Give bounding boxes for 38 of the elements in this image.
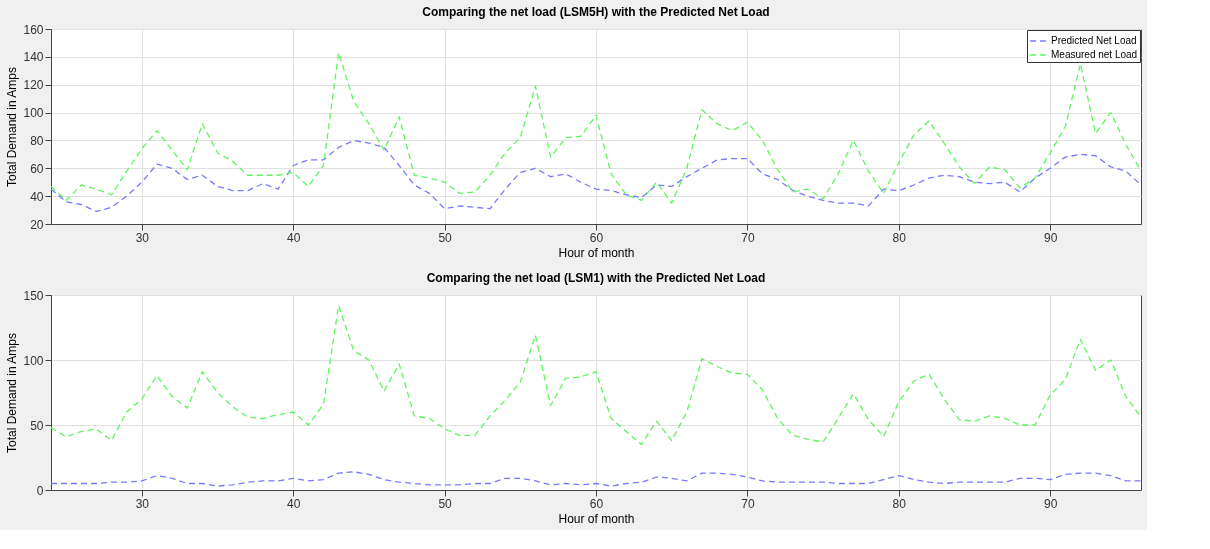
y-tick-label: 120 [23, 78, 44, 93]
x-tick-label: 90 [1043, 496, 1058, 511]
x-axis-title: Hour of month [558, 245, 635, 260]
line-series [51, 139, 1141, 213]
x-tick-label: 50 [438, 230, 453, 245]
line-series [51, 52, 1141, 204]
x-tick-label: 30 [135, 230, 150, 245]
y-axis-title: Total Demand in Amps [5, 66, 20, 188]
x-axis-title: Hour of month [558, 511, 635, 526]
chart-title: Comparing the net load (LSM5H) with the Predicted Net Load [422, 5, 770, 19]
y-tick-label: 140 [23, 50, 44, 65]
x-tick-label: 90 [1043, 230, 1058, 245]
y-tick-label: 60 [30, 161, 44, 176]
y-tick-label: 160 [23, 22, 44, 37]
legend-label: Measured net Load [1051, 49, 1138, 60]
line-series [51, 471, 1141, 487]
x-tick-label: 60 [589, 230, 604, 245]
x-tick-label: 80 [892, 230, 907, 245]
x-tick-label: 70 [741, 496, 755, 511]
line-series [51, 304, 1141, 446]
y-tick-label: 100 [23, 353, 44, 368]
x-tick-label: 40 [287, 230, 301, 245]
x-tick-label: 50 [438, 496, 453, 511]
y-tick-label: 20 [30, 217, 44, 232]
x-tick-label: 70 [741, 230, 755, 245]
y-tick-label: 150 [23, 288, 44, 303]
legend-label: Predicted Net Load [1051, 35, 1137, 46]
y-tick-label: 40 [30, 189, 44, 204]
y-tick-label: 50 [30, 418, 44, 433]
y-tick-label: 100 [23, 106, 44, 121]
x-tick-label: 30 [135, 496, 150, 511]
y-axis-title: Total Demand in Amps [5, 332, 20, 454]
chart-title: Comparing the net load (LSM1) with the Predicted Net Load [426, 271, 766, 285]
y-tick-label: 80 [30, 133, 44, 148]
y-tick-label: 0 [36, 483, 44, 498]
x-tick-label: 40 [287, 496, 301, 511]
x-tick-label: 60 [589, 496, 604, 511]
x-tick-label: 80 [892, 496, 907, 511]
